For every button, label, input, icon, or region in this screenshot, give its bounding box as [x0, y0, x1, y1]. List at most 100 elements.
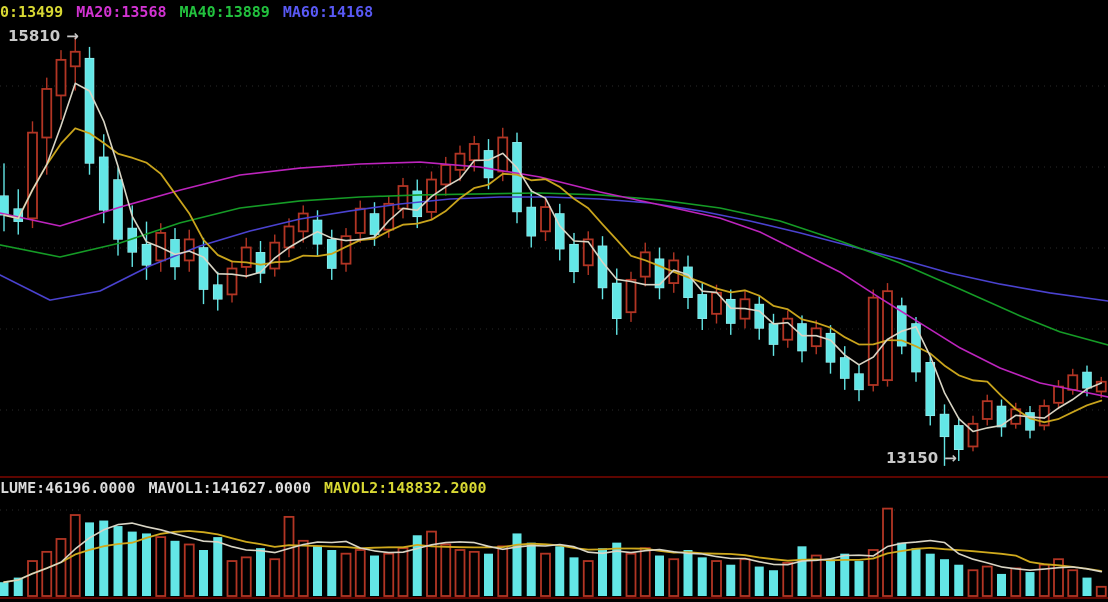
candle-body: [725, 298, 736, 324]
candle-44-up: [625, 271, 637, 322]
candle-43-down: [611, 268, 622, 335]
candle-2-up: [27, 121, 38, 229]
candle-body: [41, 88, 53, 139]
vol-bar-41-up: [582, 560, 594, 597]
candle-body: [981, 400, 993, 420]
vol-bar-18-down: [256, 548, 265, 596]
candlestick-chart[interactable]: [0, 0, 1108, 478]
candle-40-down: [569, 232, 579, 284]
candle-56-down: [797, 315, 807, 363]
ma-indicator-readout: 0:13499 MA20:13568 MA40:13889 MA60:14168: [0, 3, 373, 21]
vol-bar-9-down: [127, 531, 137, 596]
vol-bar-20-up: [283, 515, 295, 597]
candle-77-up: [1095, 376, 1107, 398]
candle-body: [369, 213, 380, 235]
candle-15-down: [212, 271, 223, 311]
candle-body: [1067, 374, 1079, 391]
candle-body: [939, 413, 950, 438]
candle-body: [69, 50, 81, 68]
vol-bar-40-down: [569, 557, 579, 596]
candle-body: [198, 247, 209, 290]
candle-67-down: [953, 417, 964, 462]
candle-body: [882, 290, 893, 382]
vol-bar-57-up: [810, 554, 822, 597]
vol-bar-31-up: [440, 543, 452, 597]
vol-bar-12-down: [170, 540, 180, 596]
vol-bar-43-down: [612, 542, 622, 596]
vol-bar-29-down: [412, 535, 422, 596]
vol-bar-50-up: [711, 560, 722, 597]
candle-body: [354, 207, 366, 234]
vol-bar-47-up: [668, 558, 680, 597]
candle-body: [625, 278, 637, 314]
candle-body: [867, 296, 879, 386]
vol-bar-3-up: [41, 550, 53, 597]
candle-60-down: [854, 363, 864, 402]
ma-label-3: MA60:14168: [282, 3, 374, 21]
vol-bar-34-down: [484, 553, 493, 596]
candle-body: [440, 164, 452, 186]
candle-body: [782, 317, 794, 341]
vol-bar-14-down: [199, 550, 208, 596]
ma20-line: [0, 161, 1108, 398]
vol-bar-11-up: [155, 536, 167, 597]
vol-bar-25-up: [354, 549, 366, 597]
candle-57-up: [810, 320, 822, 355]
low-price-annotation: 13150 →: [886, 449, 957, 467]
candle-20-up: [283, 218, 295, 258]
candle-body: [0, 195, 9, 216]
candle-body: [297, 212, 309, 233]
volume-chart[interactable]: [0, 502, 1108, 598]
vol-bar-74-up: [1053, 558, 1064, 597]
ma40-line: [0, 192, 1108, 346]
candle-5-up: [69, 35, 81, 91]
candle-body: [1082, 371, 1092, 389]
candle-4-up: [55, 50, 67, 120]
vol-bar-77-up: [1095, 585, 1107, 597]
vol-bar-32-up: [454, 549, 466, 597]
candle-body: [226, 267, 238, 296]
candle-body: [754, 303, 765, 329]
candle-body: [212, 284, 223, 300]
candle-body: [569, 243, 579, 273]
candle-24-up: [340, 228, 352, 272]
candle-body: [896, 305, 907, 347]
candle-48-down: [683, 255, 693, 309]
low-price-value: 13150: [886, 449, 939, 467]
vol-bar-68-up: [967, 569, 979, 597]
vol-bar-49-down: [697, 557, 707, 596]
candle-39-down: [554, 203, 565, 261]
candle-18-down: [255, 241, 266, 284]
vol-bar-15-down: [213, 537, 223, 596]
vol-bar-45-up: [639, 547, 651, 597]
candle-body: [697, 294, 708, 319]
vol-bar-54-down: [769, 570, 778, 596]
candle-body: [768, 323, 779, 345]
candle-body: [397, 185, 409, 210]
candle-37-down: [526, 189, 537, 248]
candle-17-up: [240, 237, 252, 279]
vol-bar-28-up: [397, 547, 409, 597]
candle-72-down: [1025, 406, 1035, 439]
vol-bar-33-up: [468, 550, 480, 597]
vol-bar-71-up: [1010, 567, 1022, 597]
candle-28-up: [397, 177, 409, 219]
candle-body: [639, 251, 651, 278]
candle-6-down: [84, 46, 95, 175]
high-price-annotation: 15810 →: [8, 27, 79, 45]
panel-divider: [0, 476, 1108, 478]
candle-body: [98, 156, 109, 211]
vol-bar-39-down: [555, 546, 565, 596]
candle-body: [412, 190, 423, 218]
ma5-line: [3, 82, 1103, 433]
vol-bar-24-up: [340, 552, 352, 597]
candle-51-down: [725, 289, 736, 335]
candle-55-up: [782, 310, 794, 348]
candle-21-up: [297, 205, 309, 243]
candle-74-up: [1053, 380, 1064, 410]
vol-bar-69-up: [981, 565, 993, 597]
candle-body: [13, 208, 24, 222]
vol-bar-46-down: [655, 555, 664, 596]
vol-bar-30-up: [426, 530, 437, 597]
vol-bar-52-up: [739, 558, 751, 597]
